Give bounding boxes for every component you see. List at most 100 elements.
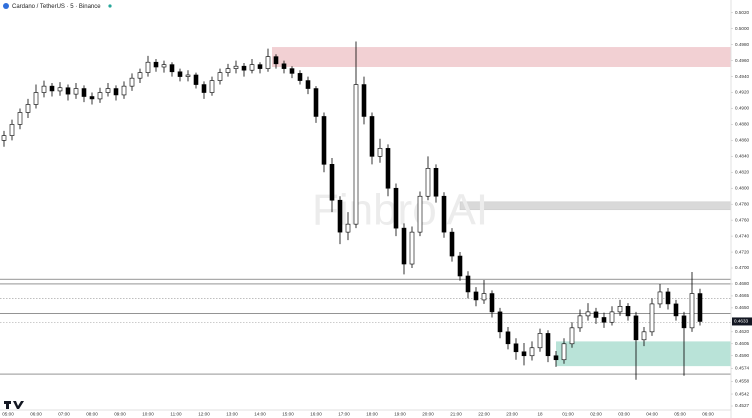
x-tick-label: 01:00 — [562, 412, 574, 417]
candle-body — [369, 116, 375, 157]
candle-body — [689, 293, 695, 329]
x-tick-label: 20:00 — [422, 412, 434, 417]
y-tick-label: 0.4820 — [735, 170, 749, 175]
x-tick-label: 05:00 — [2, 412, 14, 417]
candle-body — [537, 333, 543, 349]
candle-body — [105, 88, 111, 93]
price-axis: 0.5020 0.5000 0.4980 0.4960 0.4940 0.4920 0.49… — [731, 10, 752, 408]
candle-body — [225, 68, 231, 73]
candle-body — [65, 87, 71, 95]
time-axis: 05:00 06:00 07:00 08:00 09:00 10:00 11:00 12:00… — [2, 412, 714, 417]
x-tick-label: 18:00 — [366, 412, 378, 417]
candle-body — [153, 61, 159, 68]
candle-body — [593, 311, 599, 318]
x-tick-label: 06:00 — [30, 412, 42, 417]
y-tick-label: 0.4558 — [735, 379, 749, 384]
last-price-box — [732, 317, 752, 326]
x-tick-label: 22:00 — [478, 412, 490, 417]
y-tick-label: 0.4860 — [735, 138, 749, 143]
candle-body — [249, 64, 255, 71]
y-tick-label: 0.4720 — [735, 249, 749, 254]
y-tick-label: 0.4700 — [735, 265, 749, 270]
candle-body — [137, 72, 143, 79]
candle-body — [177, 71, 183, 77]
y-tick-label: 0.4900 — [735, 106, 749, 111]
x-tick-label: 18 — [537, 412, 543, 417]
candle-body — [353, 84, 359, 225]
candle-body — [281, 63, 287, 69]
candle-body — [585, 311, 591, 317]
x-tick-label: 07:00 — [58, 412, 70, 417]
x-tick-label: 04:00 — [646, 412, 658, 417]
x-tick-label: 16:00 — [310, 412, 322, 417]
candle-body — [49, 85, 55, 92]
candle-body — [417, 195, 423, 233]
candle-body — [9, 124, 15, 136]
candle-body — [97, 92, 103, 100]
candle-body — [297, 73, 303, 81]
candle-body — [425, 168, 431, 197]
y-tick-label: 0.4574 — [735, 366, 749, 371]
candle-body — [161, 64, 167, 68]
candle-body — [681, 315, 687, 329]
candle-body — [657, 291, 663, 305]
y-tick-label: 0.4800 — [735, 185, 749, 190]
candle-body — [273, 56, 279, 65]
candle-body — [553, 355, 559, 361]
candle-body — [305, 80, 311, 89]
candle-body — [217, 72, 223, 81]
candle-body — [33, 92, 39, 105]
chart-title[interactable]: Cardano / TetherUS · 5 · Binance — [12, 4, 101, 10]
candle-body — [201, 84, 207, 93]
x-tick-label: 06:00 — [702, 412, 714, 417]
y-tick-label: 0.4620 — [735, 329, 749, 334]
levels — [0, 278, 731, 375]
x-tick-label: 19:00 — [394, 412, 406, 417]
candle-body — [25, 104, 31, 113]
candle-body — [41, 85, 47, 93]
candle-body — [81, 88, 87, 97]
y-tick-label: 0.4940 — [735, 74, 749, 79]
y-tick-label: 0.4605 — [735, 341, 749, 346]
zone — [272, 47, 731, 68]
symbol-icon — [3, 3, 9, 9]
candles — [1, 41, 703, 380]
candle-body — [321, 116, 327, 165]
y-tick-label: 0.4680 — [735, 281, 749, 286]
candle-body — [121, 85, 127, 96]
candle-body — [209, 80, 215, 93]
candle-body — [625, 306, 631, 317]
candle-body — [145, 61, 151, 73]
candle-body — [401, 227, 407, 265]
candle-body — [313, 88, 319, 117]
x-tick-label: 09:00 — [114, 412, 126, 417]
candle-body — [433, 168, 439, 197]
y-tick-label: 0.4740 — [735, 233, 749, 238]
x-tick-label: 03:00 — [618, 412, 630, 417]
x-tick-label: 08:00 — [86, 412, 98, 417]
candle-body — [561, 343, 567, 361]
y-tick-label: 0.4542 — [735, 391, 749, 396]
y-tick-label: 0.4980 — [735, 42, 749, 47]
y-tick-label: 0.4760 — [735, 217, 749, 222]
candle-body — [609, 311, 615, 323]
candle-body — [521, 351, 527, 357]
x-tick-label: 02:00 — [590, 412, 602, 417]
candle-body — [489, 293, 495, 313]
status-dot — [108, 4, 112, 8]
y-tick-label: 0.4780 — [735, 201, 749, 206]
candle-body — [393, 187, 399, 229]
candle-body — [449, 231, 455, 257]
candle-body — [329, 164, 335, 201]
candle-body — [1, 135, 7, 141]
candle-body — [569, 327, 575, 345]
candle-body — [289, 68, 295, 74]
candle-body — [73, 88, 79, 95]
candle-body — [17, 112, 23, 125]
candle-body — [185, 74, 191, 77]
candle-body — [57, 87, 63, 92]
candle-body — [481, 293, 487, 301]
candle-body — [241, 65, 247, 71]
